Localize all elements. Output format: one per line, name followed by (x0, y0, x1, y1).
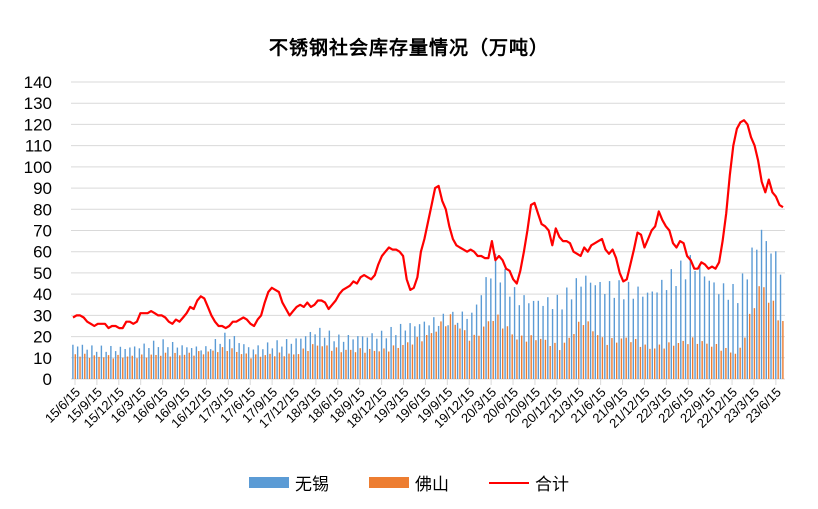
y-tick-label: 0 (43, 370, 52, 389)
legend-label: 无锡 (295, 475, 329, 495)
total-line-icon (489, 481, 529, 484)
y-tick-label: 110 (25, 137, 52, 156)
y-tick-label: 130 (24, 94, 52, 113)
y-tick-label: 50 (33, 264, 52, 283)
foshan-swatch-icon (369, 477, 409, 488)
y-tick-label: 60 (33, 243, 52, 262)
y-tick-label: 120 (24, 115, 52, 134)
y-tick-label: 70 (33, 222, 52, 241)
bar-series (72, 229, 784, 379)
y-tick-label: 40 (33, 285, 52, 304)
y-tick-label: 30 (33, 306, 52, 325)
y-tick-label: 140 (24, 73, 52, 92)
total-line (72, 119, 784, 330)
y-tick-label: 80 (33, 200, 52, 219)
y-tick-label: 90 (33, 179, 52, 198)
line-series-total (72, 119, 784, 330)
y-tick-label: 20 (33, 328, 52, 347)
legend: 无锡 佛山 合计 (0, 470, 818, 495)
y-axis-ticks: 0 10 20 30 40 50 60 70 80 90 100 110 120 130 140 (24, 73, 52, 389)
chart-title: 不锈钢社会库存量情况（万吨） (268, 37, 549, 59)
legend-item-wuxi: 无锡 (249, 470, 329, 495)
wuxi-swatch-icon (249, 477, 289, 488)
legend-label: 佛山 (415, 475, 449, 495)
gridlines (71, 81, 785, 380)
x-axis-ticks: 15/6/1515/9/1515/12/1516/3/1516/6/1516/9… (42, 379, 784, 431)
legend-item-foshan: 佛山 (369, 470, 449, 495)
y-tick-label: 10 (33, 349, 52, 368)
legend-item-total: 合计 (489, 470, 569, 495)
legend-label: 合计 (535, 475, 569, 495)
y-tick-label: 100 (24, 158, 52, 177)
